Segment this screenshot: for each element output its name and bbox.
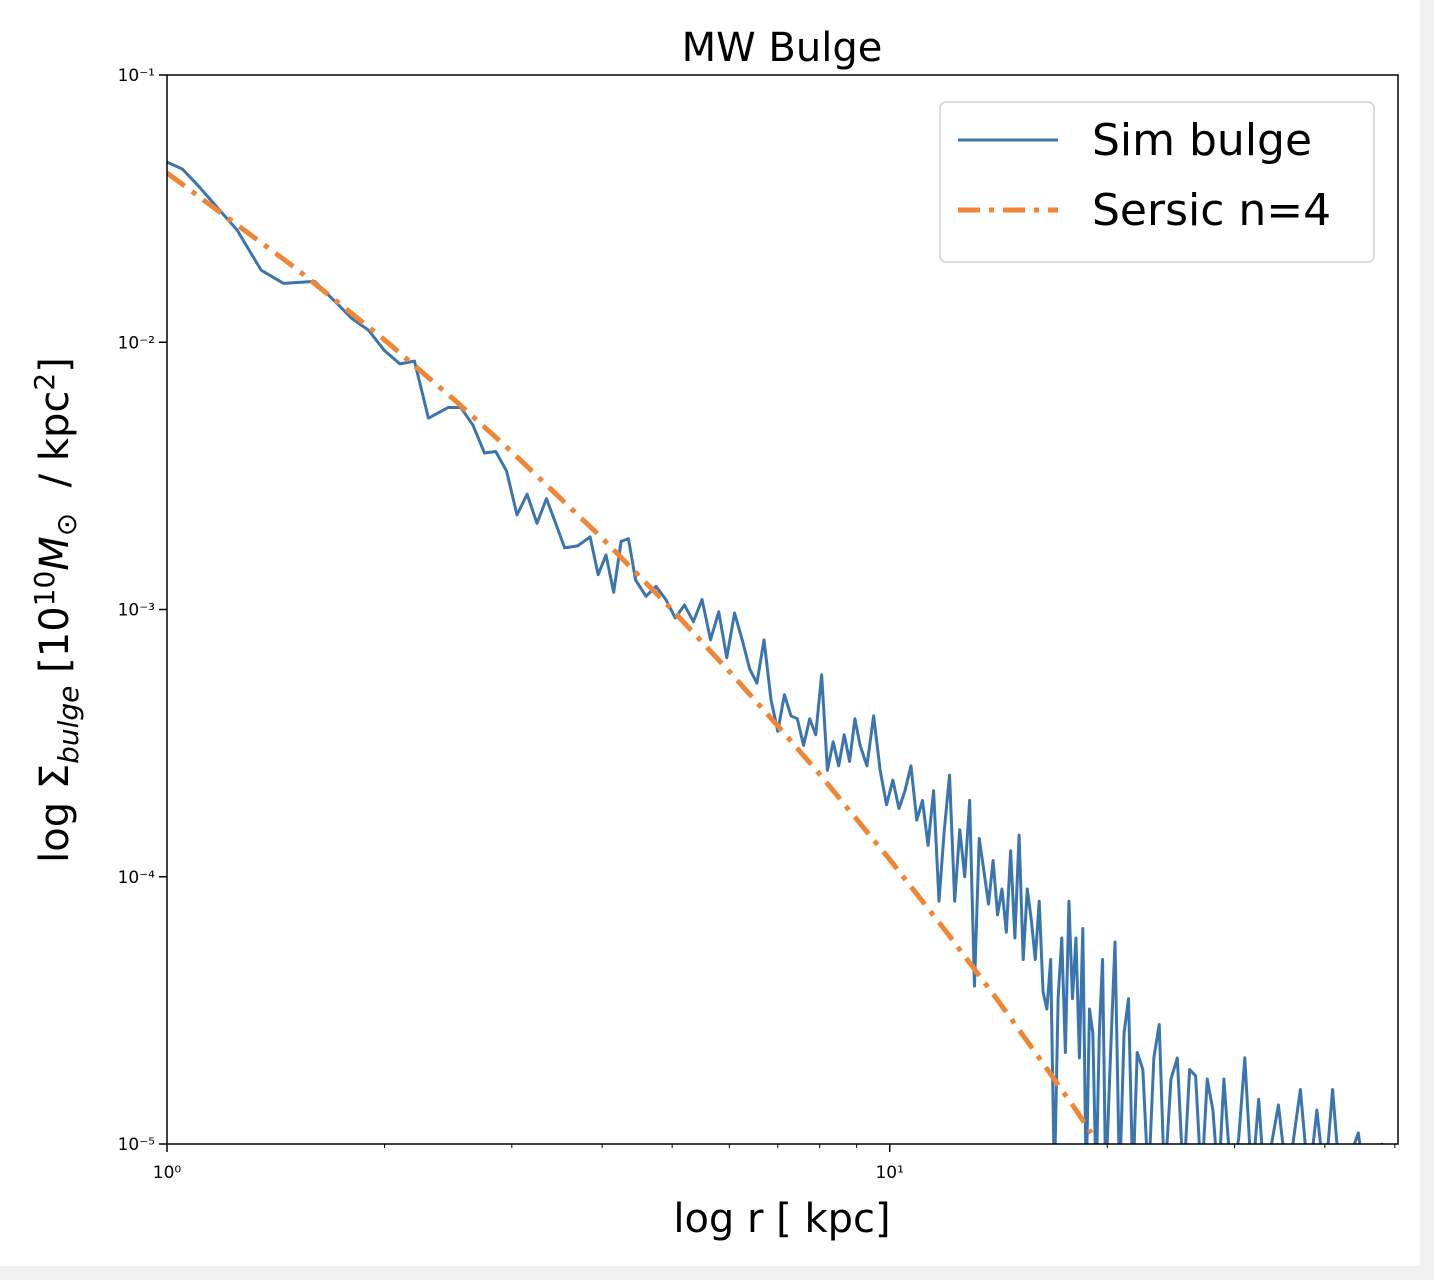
series-line [167, 160, 1384, 1144]
x-axis-label: log r [ kpc] [673, 1196, 890, 1242]
x-tick-label: 10⁰ [153, 1163, 182, 1183]
y-tick-label: 10⁻⁴ [118, 868, 156, 888]
y-tick-label: 10⁻¹ [118, 66, 155, 86]
y-label-sub: bulge [52, 686, 85, 764]
y-tick-label: 10⁻² [118, 333, 155, 353]
y-label-sub: ⊙ [50, 513, 83, 536]
y-label-sup: 2 [28, 373, 61, 391]
y-label-sup: 10 [28, 571, 61, 607]
legend-label: Sersic n=4 [1092, 185, 1331, 236]
y-axis-label: log Σbulge [1010M⊙ / kpc2] [28, 357, 85, 863]
y-label-part: M [32, 536, 78, 571]
y-label-part: log Σ [32, 764, 78, 863]
y-tick-label: 10⁻⁵ [118, 1135, 155, 1155]
y-label-part: / kpc [32, 391, 78, 513]
x-tick-label: 10¹ [875, 1163, 903, 1183]
y-tick-label: 10⁻³ [118, 601, 155, 621]
series-line [167, 170, 1094, 1135]
legend-label: Sim bulge [1092, 115, 1312, 166]
y-label-part: [10 [32, 606, 78, 685]
legend: Sim bulge Sersic n=4 [939, 101, 1375, 263]
plot-area [167, 160, 1384, 1144]
chart-title: MW Bulge [682, 25, 883, 71]
y-label-part: ] [32, 357, 78, 373]
legend-box [939, 101, 1375, 263]
